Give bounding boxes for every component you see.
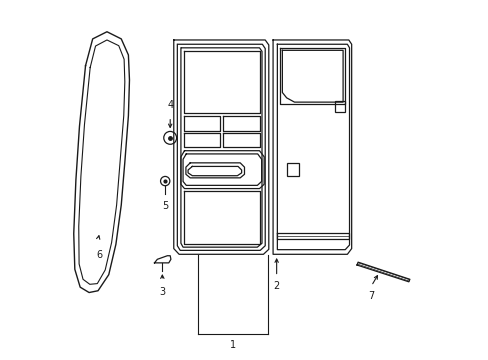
Text: 6: 6 <box>97 250 102 260</box>
Text: 3: 3 <box>159 287 165 297</box>
Text: 1: 1 <box>229 340 236 350</box>
Text: 2: 2 <box>273 281 279 291</box>
Text: 4: 4 <box>167 100 173 111</box>
Bar <box>334 102 344 112</box>
Text: 7: 7 <box>367 292 374 301</box>
Bar <box>286 163 299 176</box>
Text: 5: 5 <box>162 202 168 211</box>
